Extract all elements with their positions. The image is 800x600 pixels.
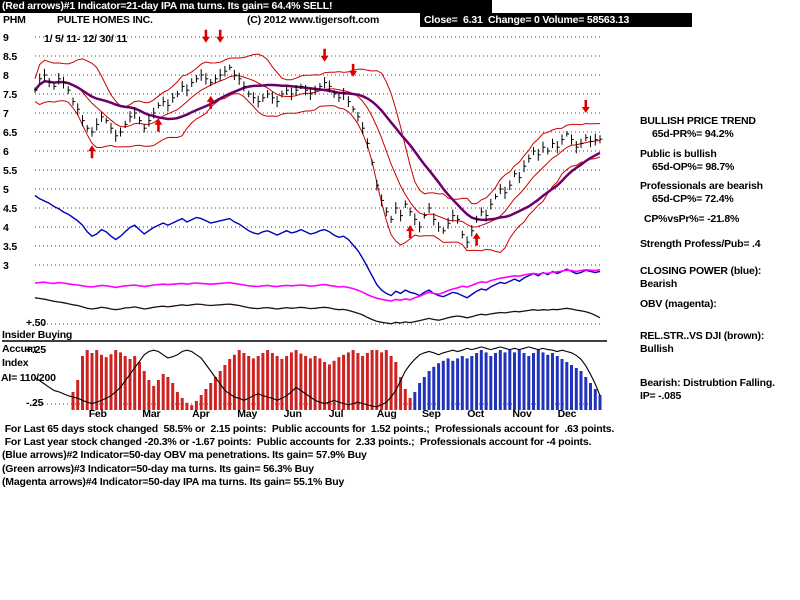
quote-bar: Close= 6.31 Change= 0 Volume= 58563.13 [420,13,692,27]
month-label: Jun [284,408,302,420]
price-gridlines: 9 8.5 8 7.5 7 6.5 6 5.5 5 4.5 4 3.5 3 [3,32,600,272]
strength-ratio: Strength Profess/Pub= .4 [640,238,761,250]
cp-percent: 65d-CP%= 72.4% [652,193,734,205]
op-percent: 65d-OP%= 98.7% [652,161,735,173]
month-label: May [237,408,257,420]
analysis-panel: BULLISH PRICE TREND 65d-PR%= 94.2% Public … [640,115,800,403]
buy-arrow-icon [154,118,163,132]
ai-line [34,346,601,408]
footer-line-2: For Last year stock changed -20.3% or -1… [2,436,592,449]
rel-str-line [34,297,601,325]
sell-arrow-icon [349,63,358,77]
y-tick-label: 3.5 [3,241,17,253]
level-label-plus50: +.50 [26,317,46,329]
y-tick-label: 7.5 [3,89,17,101]
copyright-text: (C) 2012 www.tigersoft.com [247,14,380,26]
y-tick-label: 4.5 [3,203,17,215]
pr-percent: 65d-PR%= 94.2% [652,128,734,140]
ticker-symbol: PHM [3,14,26,26]
y-tick-label: 6.5 [3,127,17,139]
month-label: Apr [192,408,210,420]
insider-buying-label: Insider Buying [2,329,73,341]
month-label: Aug [377,408,397,420]
month-label: Nov [512,408,532,420]
buy-arrow-icon [206,95,215,109]
indicator-banner: (Red arrows)#1 Indicator=21-day IPA ma t… [0,0,492,13]
y-tick-label: 9 [3,32,9,44]
month-label: Sep [422,408,441,420]
ip-value: IP= -.085 [640,390,682,402]
obv-line [34,268,601,302]
company-name: PULTE HOMES INC. [57,14,153,26]
distribution-note: Bearish: Distrubtion Falling. [640,377,775,389]
buy-arrow-icon [406,225,415,239]
x-axis-month-labels: Feb Mar Apr May Jun Jul Aug Sep Oct Nov Dec [89,408,577,420]
buy-arrow-icon [88,145,96,159]
rel-str-status: Bullish [640,343,674,355]
rel-str-label: REL.STR..VS DJI (brown): [640,330,765,342]
y-tick-label: 5.5 [3,165,17,177]
accum-label: Accum [2,343,37,355]
y-tick-label: 5 [3,184,9,196]
price-series [34,64,603,248]
month-label: Dec [558,408,577,420]
professionals-status: Professionals are bearish [640,180,763,192]
footer-line-5: (Magenta arrows)#4 Indicator=50-day IPA … [2,475,345,488]
cp-vs-pr: CP%vsPr%= -21.8% [644,213,740,225]
level-label-minus25: -.25 [26,397,44,409]
obv-label: OBV (magenta): [640,298,717,310]
month-label: Jul [329,408,344,420]
y-tick-label: 6 [3,146,9,158]
y-tick-label: 8 [3,70,9,82]
closing-power-status: Bearish [640,278,678,290]
month-label: Mar [142,408,160,420]
footer-line-3: (Blue arrows)#2 Indicator=50-day OBV ma … [2,449,367,462]
public-status: Public is bullish [640,148,717,160]
price-trend-status: BULLISH PRICE TREND [640,115,756,127]
y-tick-label: 3 [3,260,9,272]
insider-section-guides [2,323,607,405]
buy-arrow-icon [472,232,481,246]
footer-line-4: (Green arrows)#3 Indicator=50-day ma tur… [2,462,314,475]
index-label: Index [2,357,29,369]
sell-arrow-icon [320,48,329,62]
y-tick-label: 4 [3,222,9,234]
signal-arrows [88,29,590,246]
sell-arrow-icon [201,29,210,43]
ai-value-label: AI= 110/200 [1,372,56,384]
accum-histogram [71,350,602,410]
footer-line-1: For Last 65 days stock changed 58.5% or … [2,423,615,435]
month-label: Feb [89,408,107,420]
level-label-plus25: +.25 [26,344,46,356]
y-tick-label: 8.5 [3,51,17,63]
footer-summary: For Last 65 days stock changed 58.5% or … [2,423,614,489]
ma-bands [34,53,601,254]
sell-arrow-icon [216,29,225,43]
sell-arrow-icon [581,100,590,113]
month-label: Oct [467,408,485,420]
closing-power-label: CLOSING POWER (blue): [640,265,762,277]
closing-power-line [34,194,601,299]
date-range-label: 1/ 5/ 11- 12/ 30/ 11 [44,33,127,45]
y-tick-label: 7 [3,108,9,120]
